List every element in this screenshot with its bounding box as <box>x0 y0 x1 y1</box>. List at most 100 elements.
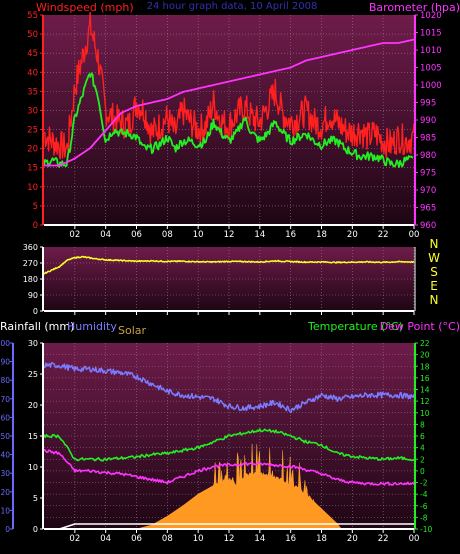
y-tick-label: -10 <box>420 525 432 534</box>
x-tick-label: 06 <box>131 534 142 544</box>
y-tick-label: 20 <box>27 145 38 155</box>
y-tick-label: 22 <box>420 339 430 348</box>
y-tick-label: 40 <box>0 451 10 460</box>
y-tick-label: 14 <box>420 386 430 395</box>
wind-axes: 02 04 06 08 10 12 14 16 18 20 22 000510152025303540… <box>27 11 441 240</box>
x-tick-label: 22 <box>378 230 389 240</box>
y-tick-label: 60 <box>0 413 10 422</box>
y-tick-label: -6 <box>420 502 428 511</box>
y-tick-label: 1020 <box>420 11 442 21</box>
temperature-axes: 02 04 06 08 10 12 14 16 18 20 22 0 0 0 10 20 30 40 50 60 70 8… <box>0 339 432 544</box>
y-tick-label: 20 <box>420 351 430 360</box>
y-tick-label: 10 <box>420 409 430 418</box>
barometer-axis-label: Barometer (hpa) <box>369 1 460 14</box>
rainfall-axis-label: Rainfall (mm) <box>0 320 74 333</box>
compass-label: N <box>430 237 439 251</box>
y-tick-label: 80 <box>0 376 10 385</box>
dewpoint-axis-label: Dew Point (°C) <box>380 320 460 333</box>
y-tick-label: -2 <box>420 479 428 488</box>
x-tick-label: 16 <box>285 230 296 240</box>
y-tick-label: 1005 <box>420 64 442 74</box>
windspeed-axis-label: Windspeed (mph) <box>36 1 134 14</box>
x-tick-label: 12 <box>224 230 235 240</box>
y-tick-label: 30 <box>27 106 38 116</box>
y-tick-label: 50 <box>0 432 10 441</box>
compass-label: E <box>430 279 438 293</box>
y-tick-label: -8 <box>420 513 428 522</box>
y-tick-label: 35 <box>27 87 38 97</box>
y-tick-label: 990 <box>420 116 436 126</box>
y-tick-label: 995 <box>420 99 436 109</box>
compass-label: S <box>430 265 438 279</box>
wind-direction-line <box>43 255 415 275</box>
x-tick-label: 02 <box>69 534 80 544</box>
y-tick-label: 970 <box>420 186 436 196</box>
y-tick-label: 30 <box>28 339 38 348</box>
y-tick-label: 8 <box>420 420 425 429</box>
x-tick-label: 20 <box>347 534 358 544</box>
y-tick-label: 16 <box>420 374 430 383</box>
y-tick-label: 100 <box>0 339 10 348</box>
y-tick-label: 12 <box>420 397 430 406</box>
y-tick-label: 0 <box>33 525 38 534</box>
x-tick-label: 18 <box>316 534 327 544</box>
y-tick-label: 10 <box>27 183 38 193</box>
y-tick-label: 50 <box>27 30 38 40</box>
humidity-line <box>43 362 415 414</box>
wind-series <box>43 11 415 168</box>
y-tick-label: 45 <box>27 49 38 59</box>
y-tick-label: 70 <box>0 395 10 404</box>
y-tick-label: 4 <box>420 444 425 453</box>
x-tick-label: 04 <box>100 534 111 544</box>
y-tick-label: -4 <box>420 490 428 499</box>
y-tick-label: 985 <box>420 134 436 144</box>
x-tick-label: 08 <box>162 230 173 240</box>
y-tick-label: 1010 <box>420 46 442 56</box>
x-tick-label: 04 <box>100 230 111 240</box>
x-tick-label: 22 <box>378 534 389 544</box>
y-tick-label: 55 <box>27 11 38 21</box>
wind-chart-title: 24 hour graph data, 10 April 2008 <box>147 1 318 12</box>
x-tick-label: 12 <box>224 534 235 544</box>
y-tick-label: 20 <box>28 401 38 410</box>
x-tick-label: 16 <box>285 534 296 544</box>
temperature-axis-label: Temperature (°C) <box>307 320 403 333</box>
x-tick-label: 10 <box>193 230 204 240</box>
average-speed-line <box>43 72 414 168</box>
y-tick-label: 975 <box>420 169 436 179</box>
y-tick-label: 90 <box>0 358 10 367</box>
y-tick-label: 15 <box>27 164 38 174</box>
x-tick-label: 14 <box>254 230 265 240</box>
dewpoint-line <box>43 448 415 486</box>
compass-label: W <box>428 251 440 265</box>
y-tick-label: 5 <box>33 202 38 212</box>
y-tick-label: 965 <box>420 204 436 214</box>
y-tick-label: 0 <box>420 467 425 476</box>
y-tick-label: 90 <box>28 291 38 300</box>
y-tick-label: 960 <box>420 221 436 231</box>
direction-plot-area <box>44 247 414 311</box>
x-tick-label: 08 <box>162 534 173 544</box>
compass-label: N <box>430 293 439 307</box>
barometer-line <box>44 38 415 167</box>
direction-series <box>43 255 415 275</box>
humidity-legend-label: Humidity <box>67 320 117 333</box>
y-tick-label: 1000 <box>420 81 442 91</box>
y-tick-label: 30 <box>0 469 10 478</box>
y-tick-label: 360 <box>23 243 38 252</box>
y-tick-label: 25 <box>28 370 38 379</box>
y-tick-label: 0 <box>33 307 38 316</box>
y-tick-label: 0 <box>5 525 10 534</box>
solar-legend-label: Solar <box>118 324 147 337</box>
y-tick-label: 40 <box>27 68 38 78</box>
y-tick-label: 25 <box>27 126 38 136</box>
rainfall-line <box>44 523 414 530</box>
y-tick-label: 270 <box>23 259 38 268</box>
y-tick-label: 15 <box>28 432 38 441</box>
y-tick-label: 10 <box>28 463 38 472</box>
x-tick-label: 02 <box>69 230 80 240</box>
y-tick-label: 180 <box>23 275 38 284</box>
